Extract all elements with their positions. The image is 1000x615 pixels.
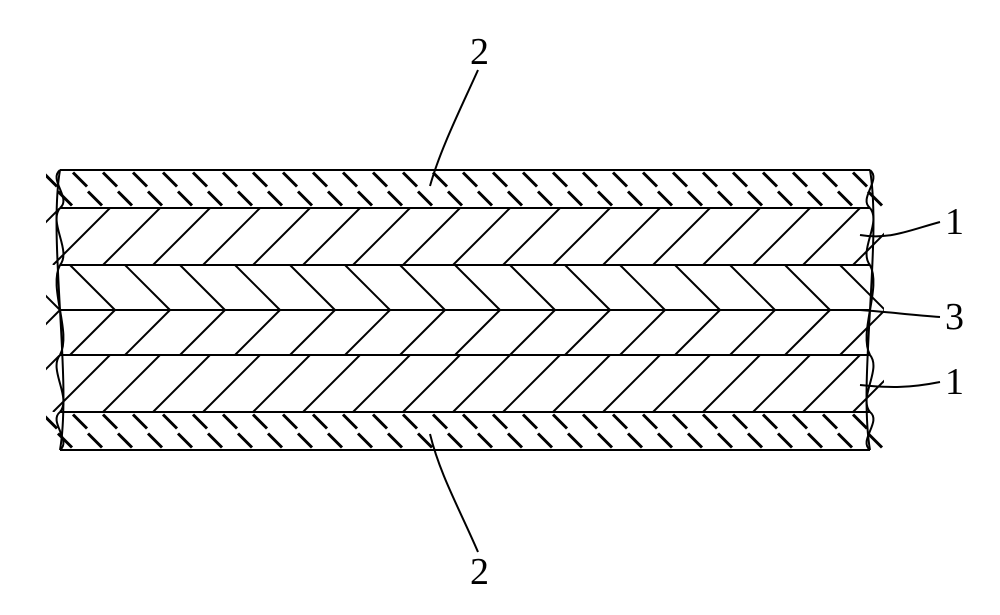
label-1-lower: 1: [945, 360, 964, 404]
label-2-bottom: 2: [470, 550, 489, 594]
cross-section-svg: [0, 0, 1000, 615]
label-3: 3: [945, 295, 964, 339]
diagram-stage: 2 1 3 1 2: [0, 0, 1000, 615]
label-1-upper: 1: [945, 200, 964, 244]
label-2-top: 2: [470, 30, 489, 74]
